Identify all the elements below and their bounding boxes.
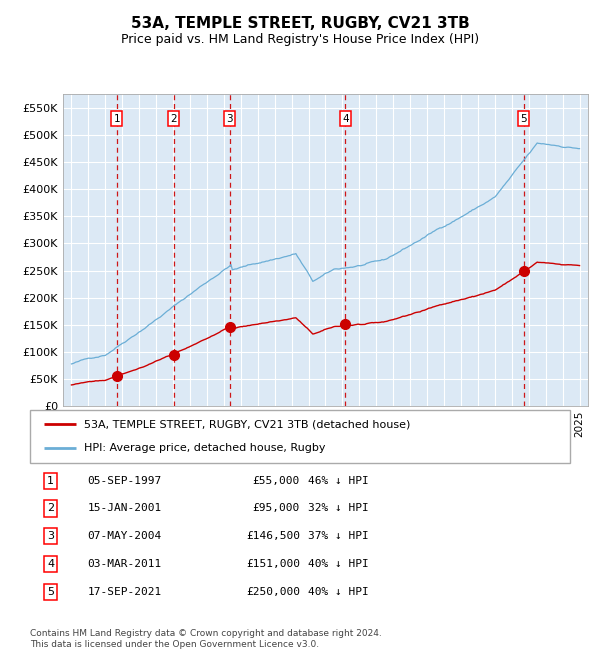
Text: 03-MAR-2011: 03-MAR-2011: [88, 559, 161, 569]
Text: 2: 2: [47, 504, 54, 514]
Text: 4: 4: [342, 114, 349, 124]
Text: 3: 3: [227, 114, 233, 124]
Text: 1: 1: [47, 476, 54, 486]
Text: 53A, TEMPLE STREET, RUGBY, CV21 3TB: 53A, TEMPLE STREET, RUGBY, CV21 3TB: [131, 16, 469, 31]
Text: £55,000: £55,000: [253, 476, 300, 486]
Text: 5: 5: [521, 114, 527, 124]
Text: Contains HM Land Registry data © Crown copyright and database right 2024.
This d: Contains HM Land Registry data © Crown c…: [30, 629, 382, 649]
Text: 40% ↓ HPI: 40% ↓ HPI: [308, 559, 369, 569]
Text: 4: 4: [47, 559, 54, 569]
Text: 46% ↓ HPI: 46% ↓ HPI: [308, 476, 369, 486]
Text: 07-MAY-2004: 07-MAY-2004: [88, 531, 161, 541]
Text: 05-SEP-1997: 05-SEP-1997: [88, 476, 161, 486]
Text: £95,000: £95,000: [253, 504, 300, 514]
Text: Price paid vs. HM Land Registry's House Price Index (HPI): Price paid vs. HM Land Registry's House …: [121, 32, 479, 46]
Text: 40% ↓ HPI: 40% ↓ HPI: [308, 587, 369, 597]
Text: 53A, TEMPLE STREET, RUGBY, CV21 3TB (detached house): 53A, TEMPLE STREET, RUGBY, CV21 3TB (det…: [84, 419, 410, 430]
Text: £151,000: £151,000: [246, 559, 300, 569]
Text: £250,000: £250,000: [246, 587, 300, 597]
Text: 5: 5: [47, 587, 54, 597]
Text: 2: 2: [170, 114, 177, 124]
Text: 3: 3: [47, 531, 54, 541]
Text: HPI: Average price, detached house, Rugby: HPI: Average price, detached house, Rugb…: [84, 443, 325, 453]
FancyBboxPatch shape: [30, 410, 570, 463]
Text: £146,500: £146,500: [246, 531, 300, 541]
Text: 17-SEP-2021: 17-SEP-2021: [88, 587, 161, 597]
Text: 37% ↓ HPI: 37% ↓ HPI: [308, 531, 369, 541]
Text: 15-JAN-2001: 15-JAN-2001: [88, 504, 161, 514]
Text: 32% ↓ HPI: 32% ↓ HPI: [308, 504, 369, 514]
Text: 1: 1: [113, 114, 120, 124]
